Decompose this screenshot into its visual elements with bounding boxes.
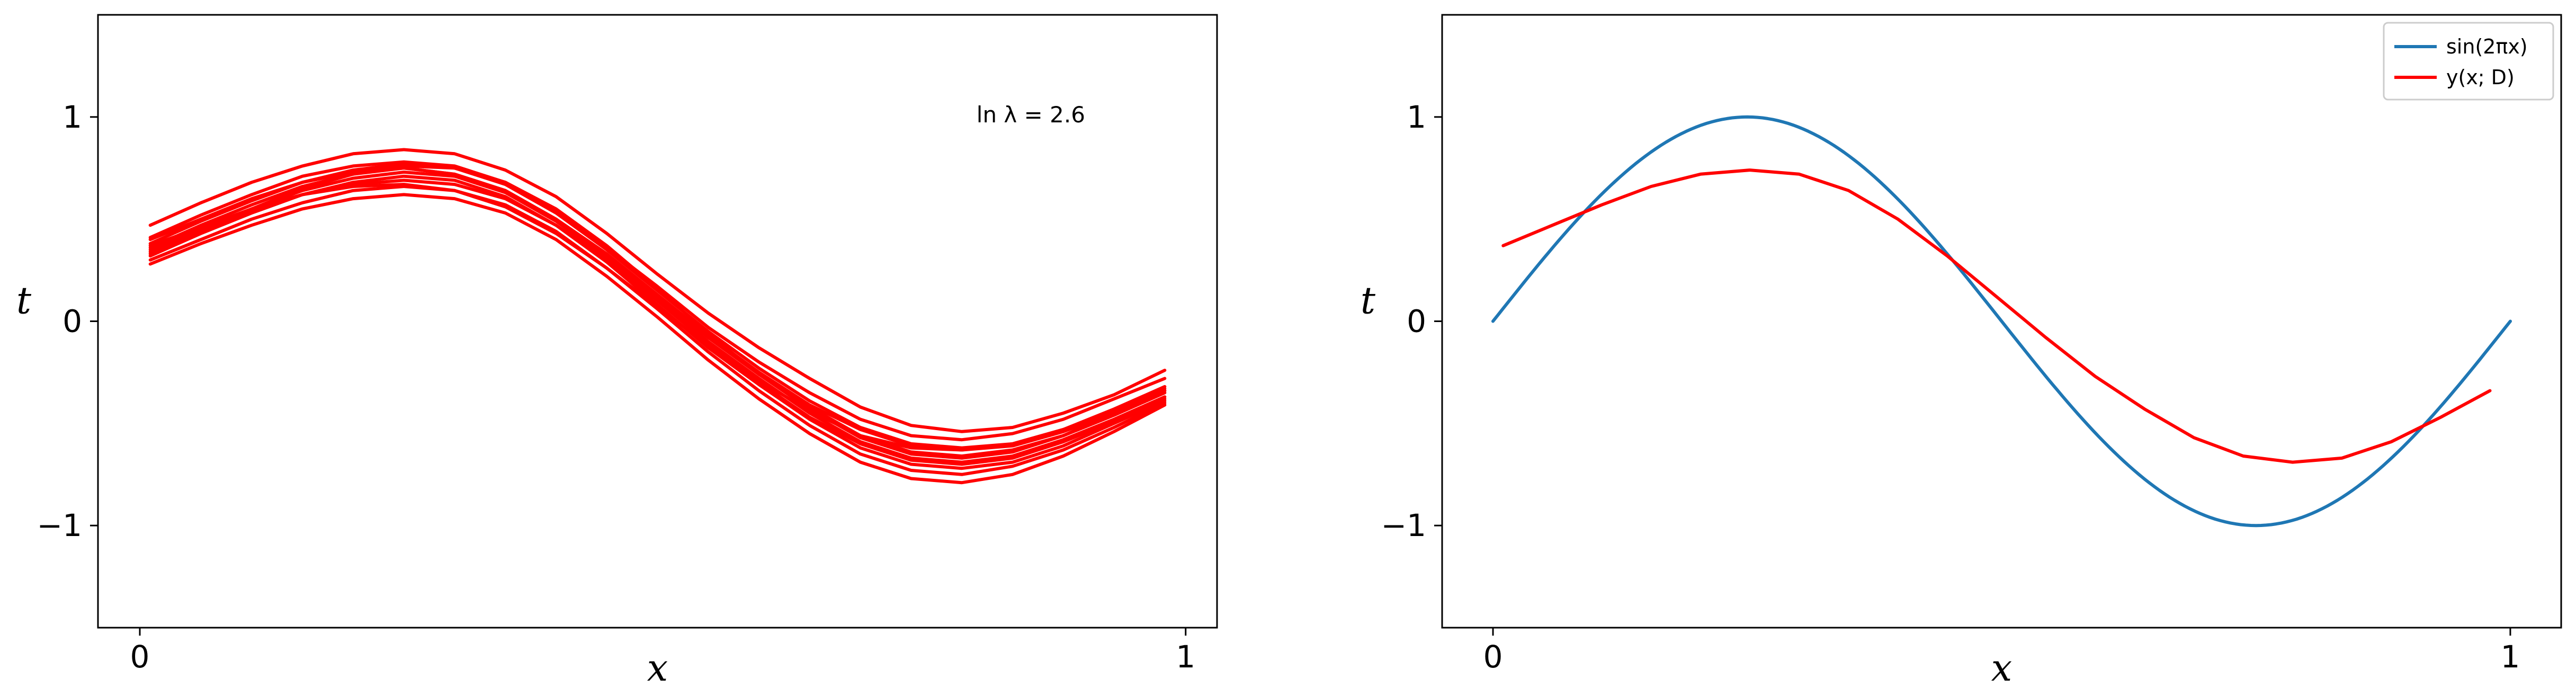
left-x-tick-label: 1: [1176, 639, 1195, 675]
left-series-line-10: [148, 164, 1167, 460]
right-series-line-1: [1501, 168, 2492, 464]
right-x-axis-label: x: [1991, 646, 2012, 690]
right-y-tick-label: 0: [1407, 304, 1426, 340]
left-plot-series-group: [148, 148, 1167, 485]
left-series-line-11: [148, 183, 1167, 452]
right-y-tick-label: −1: [1381, 507, 1427, 543]
left-y-axis-label: t: [16, 279, 32, 323]
right-y-tick-label: 1: [1407, 99, 1426, 135]
right-y-axis-label: t: [1361, 279, 1376, 323]
left-y-tick-label: 1: [62, 99, 82, 135]
right-plot-series-group: [1491, 115, 2512, 528]
left-y-ticks: −1 0 1: [37, 99, 98, 543]
right-x-tick-label: 1: [2501, 639, 2520, 675]
left-y-tick-label: 0: [62, 304, 82, 340]
left-series-line-6: [148, 185, 1167, 476]
right-x-tick-label: 0: [1483, 639, 1503, 675]
right-series-line-0: [1491, 115, 2512, 528]
left-series-line-0: [148, 148, 1167, 433]
left-x-tick-label: 0: [130, 639, 150, 675]
legend-label-0: sin(2πx): [2446, 35, 2528, 58]
right-legend: sin(2πx) y(x; D): [2383, 22, 2554, 101]
left-x-axis-label: x: [647, 646, 668, 690]
legend-label-1: y(x; D): [2446, 66, 2515, 89]
legend-box: [2383, 22, 2554, 101]
lambda-annotation: ln λ = 2.6: [977, 102, 1085, 128]
left-y-tick-label: −1: [37, 507, 83, 543]
right-y-ticks: −1 0 1: [1381, 99, 1442, 543]
left-series-line-7: [148, 193, 1167, 485]
